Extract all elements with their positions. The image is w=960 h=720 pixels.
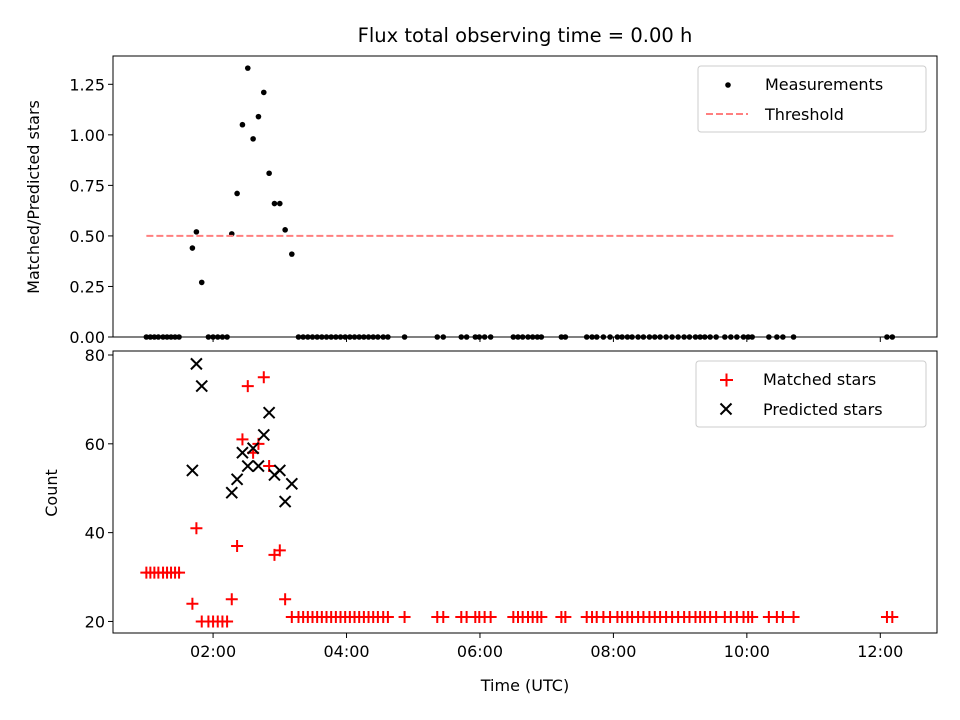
matched-star-point (381, 611, 394, 624)
measurement-point (244, 65, 251, 71)
bottom-legend-box (695, 360, 927, 428)
x-tick-label: 04:00 (323, 642, 369, 661)
matched-star-point (186, 597, 199, 610)
predicted-star-point (273, 464, 287, 477)
matched-star-point (173, 566, 186, 579)
chart-title: Flux total observing time = 0.00 h (358, 24, 693, 47)
bottom-y-axis-label: Count (42, 469, 61, 517)
bottom-axes-frame (112, 350, 938, 634)
predicted-star-point (246, 442, 260, 455)
y-tick-label: 1.00 (69, 126, 105, 145)
matched-star-point (279, 593, 292, 606)
matched-star-point (221, 615, 234, 628)
matched-star-point (484, 611, 497, 624)
y-tick-label: 0.25 (69, 277, 105, 296)
measurement-point (250, 136, 256, 142)
y-tick-label: 0.00 (69, 328, 105, 347)
matched-star-point (231, 539, 244, 552)
measurement-point (189, 245, 196, 251)
predicted-star-point (285, 477, 299, 490)
y-tick-label: 20 (85, 612, 105, 631)
predicted-star-point (262, 406, 276, 419)
predicted-star-point (195, 379, 208, 393)
x-tick-label: 08:00 (590, 642, 636, 661)
measurement-point (266, 170, 272, 177)
legend-matched-label: Matched stars (763, 370, 876, 389)
predicted-star-point (252, 459, 265, 473)
measurement-point (282, 227, 288, 233)
measurement-point (255, 113, 262, 120)
measurement-point (289, 251, 295, 257)
legend-measurements-label: Measurements (765, 75, 883, 94)
y-tick-label: 80 (85, 346, 105, 365)
matched-star-point (886, 611, 899, 624)
top-legend-box (697, 65, 927, 133)
star-count-panel: Count Time (UTC) 20 40 60 80 02:00 04:00 06:0… (42, 346, 938, 695)
bottom-legend: Matched stars Predicted stars (695, 360, 927, 428)
matched-star-point (190, 522, 203, 535)
predicted-star-point (241, 459, 254, 473)
predicted-star-point (278, 495, 292, 508)
matched-star-point (437, 611, 450, 624)
measurement-point (234, 190, 240, 197)
flux-ratio-panel: Flux total observing time = 0.00 h Match… (24, 24, 938, 347)
legend-predicted-marker (719, 402, 733, 416)
measurement-point (193, 229, 200, 235)
matched-star-point (535, 611, 548, 624)
matched-star-point (241, 380, 254, 393)
top-axes-frame (112, 55, 938, 338)
y-tick-label: 60 (85, 435, 105, 454)
predicted-star-point (257, 428, 270, 442)
predicted-star-point (230, 473, 244, 486)
measurement-point (260, 89, 267, 96)
predicted-star-point (190, 357, 203, 371)
matched-star-point (746, 611, 759, 624)
matched-star-point (559, 611, 572, 624)
matched-star-point (257, 371, 270, 384)
measurement-point (239, 121, 246, 128)
matched-star-point (787, 611, 800, 624)
x-tick-label: 06:00 (457, 642, 503, 661)
matched-star-point (225, 593, 238, 606)
y-tick-label: 0.75 (69, 176, 105, 195)
predicted-star-point (225, 486, 238, 499)
x-tick-label: 12:00 (857, 642, 903, 661)
top-legend: Measurements Threshold (697, 65, 927, 133)
matched-star-point (776, 611, 789, 624)
matched-star-point (236, 433, 249, 446)
legend-matched-marker (720, 373, 733, 387)
x-tick-label: 02:00 (190, 642, 236, 661)
legend-threshold-label: Threshold (764, 105, 844, 124)
y-tick-label: 1.25 (69, 75, 105, 94)
y-tick-label: 40 (85, 524, 105, 543)
matched-star-point (273, 544, 286, 557)
measurement-point (198, 279, 205, 286)
measurement-point (271, 200, 278, 207)
predicted-star-point (186, 464, 199, 477)
y-tick-label: 0.50 (69, 227, 105, 246)
top-y-axis-label: Matched/Predicted stars (24, 100, 43, 294)
legend-measurements-marker (725, 82, 731, 88)
legend-predicted-label: Predicted stars (763, 400, 883, 419)
measurement-point (277, 200, 283, 207)
x-axis-label: Time (UTC) (480, 676, 569, 695)
x-tick-label: 10:00 (724, 642, 770, 661)
matched-star-point (398, 611, 411, 624)
predicted-star-point (236, 446, 249, 459)
